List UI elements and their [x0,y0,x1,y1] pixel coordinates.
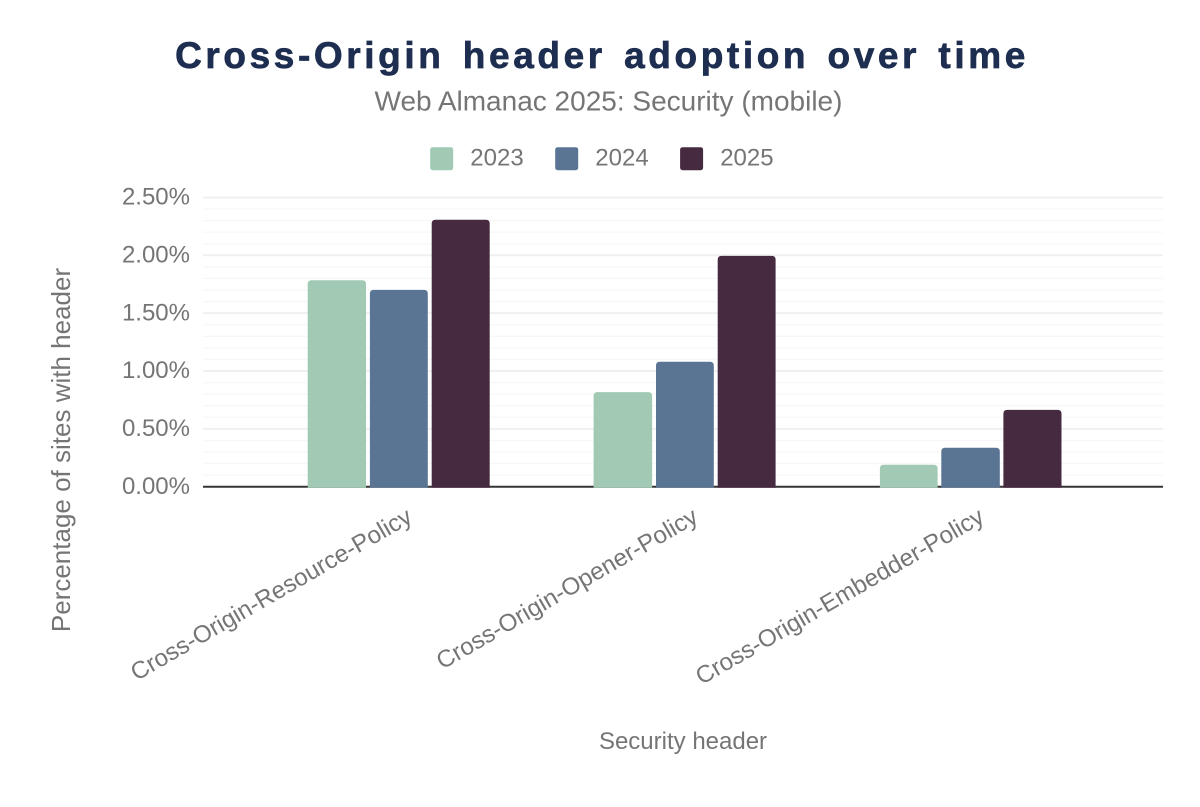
svg-text:Web Almanac 2025: Security (mo: Web Almanac 2025: Security (mobile) [375,85,843,116]
svg-text:2025: 2025 [720,145,773,172]
svg-text:2.50%: 2.50% [122,184,190,211]
svg-text:Security header: Security header [599,728,767,755]
svg-text:2.00%: 2.00% [122,241,190,268]
svg-text:2024: 2024 [595,145,648,172]
svg-text:2023: 2023 [470,145,523,172]
svg-text:0.00%: 0.00% [122,473,190,500]
svg-text:1.00%: 1.00% [122,357,190,384]
svg-text:Cross-Origin header adoption o: Cross-Origin header adoption over time [175,35,1029,76]
svg-text:0.50%: 0.50% [122,415,190,442]
svg-text:Percentage of sites with heade: Percentage of sites with header [46,268,76,633]
svg-text:1.50%: 1.50% [122,299,190,326]
